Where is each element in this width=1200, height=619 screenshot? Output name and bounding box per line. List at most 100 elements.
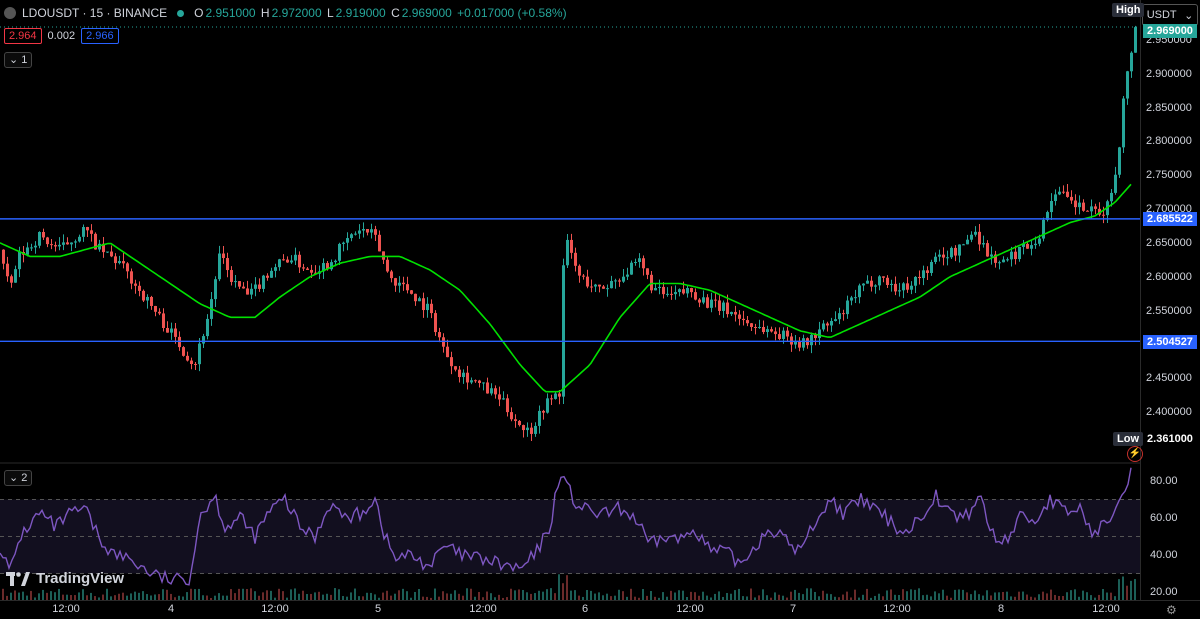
candle-body [306, 268, 309, 270]
symbol-title[interactable]: LDOUSDT · 15 · BINANCE [22, 6, 168, 20]
candle-body [942, 254, 945, 258]
sell-price-button[interactable]: 2.964 [4, 28, 42, 44]
candle-body [782, 330, 785, 339]
candle-body [350, 234, 353, 239]
candle-body [430, 303, 433, 314]
volume-bar [986, 590, 988, 600]
candle-body [482, 382, 485, 384]
volume-bar [698, 595, 700, 600]
candle-body [330, 262, 333, 270]
candle-body [854, 297, 857, 299]
pane-toggle-rsi[interactable]: ⌄ 2 [4, 470, 33, 486]
candle-body [1110, 192, 1113, 202]
candle-body [370, 229, 373, 233]
volume-bar [350, 592, 352, 600]
volume-bar [414, 591, 416, 600]
volume-bar [558, 574, 560, 600]
currency-selector[interactable]: USDT ⌄ [1142, 4, 1198, 26]
lightning-icon[interactable]: ⚡ [1127, 446, 1143, 462]
volume-bar [178, 595, 180, 600]
time-tick: 4 [167, 603, 175, 615]
candle-body [406, 284, 409, 291]
buy-price-button[interactable]: 2.966 [81, 28, 119, 44]
candle-body [578, 265, 581, 276]
candle-body [1134, 27, 1137, 53]
rsi-tick: 80.00 [1150, 475, 1178, 487]
volume-bar [822, 590, 824, 600]
volume-bar [866, 588, 868, 600]
candle-body [682, 289, 685, 294]
candle-body [238, 281, 241, 287]
volume-bar [938, 593, 940, 600]
candle-body [142, 290, 145, 301]
candle-body [586, 276, 589, 287]
volume-bar [150, 595, 152, 600]
candle-body [478, 380, 481, 383]
candle-body [354, 233, 357, 235]
volume-bar [282, 591, 284, 600]
candle-body [386, 259, 389, 272]
volume-bar [1038, 594, 1040, 600]
candle-body [518, 420, 521, 426]
candle-body [322, 263, 325, 272]
time-axis[interactable] [0, 600, 1200, 619]
candle-body [1018, 246, 1021, 260]
moving-average-line [0, 183, 1132, 393]
volume-bar [522, 589, 524, 600]
volume-bar [598, 592, 600, 600]
volume-bar [118, 593, 120, 600]
candle-body [1118, 147, 1121, 175]
volume-bar [386, 590, 388, 600]
candle-body [1102, 214, 1105, 216]
volume-bar [1074, 589, 1076, 600]
volume-bar [566, 575, 568, 600]
price-axis[interactable] [1140, 0, 1200, 600]
candle-body [390, 271, 393, 279]
volume-bar [610, 596, 612, 600]
candle-body [98, 243, 101, 250]
volume-bar [6, 595, 8, 600]
volume-bar [642, 589, 644, 600]
volume-bar [526, 592, 528, 600]
pane-toggle-main[interactable]: ⌄ 1 [4, 52, 33, 68]
candle-body [534, 425, 537, 434]
volume-bar [1118, 579, 1120, 600]
volume-bar [222, 595, 224, 600]
candle-body [342, 242, 345, 244]
volume-bar [950, 597, 952, 600]
candle-body [798, 340, 801, 348]
volume-bar [470, 588, 472, 600]
candle-body [226, 258, 229, 271]
volume-bar [534, 593, 536, 600]
volume-bar [858, 597, 860, 600]
volume-bar [870, 597, 872, 600]
volume-bar [206, 595, 208, 600]
volume-bar [758, 595, 760, 600]
candle-body [514, 419, 517, 421]
candle-body [698, 299, 701, 303]
candle-body [310, 269, 313, 273]
price-chart[interactable] [0, 0, 1140, 600]
candle-body [102, 243, 105, 253]
volume-bar [846, 591, 848, 600]
volume-bar [390, 595, 392, 600]
volume-bar [1066, 592, 1068, 600]
symbol-legend[interactable]: LDOUSDT · 15 · BINANCE O 2.951000 H 2.9720… [4, 6, 569, 20]
market-open-icon [177, 9, 185, 17]
candle-body [230, 270, 233, 282]
volume-bar [966, 592, 968, 600]
volume-bar [854, 589, 856, 600]
volume-bar [654, 596, 656, 600]
candle-body [70, 242, 73, 245]
volume-bar [1050, 589, 1052, 600]
candle-body [470, 380, 473, 383]
candle-body [110, 251, 113, 257]
volume-bar [90, 592, 92, 600]
volume-bar [394, 593, 396, 600]
candle-body [502, 398, 505, 400]
candle-body [1098, 208, 1101, 215]
candle-body [198, 343, 201, 365]
volume-bar [238, 588, 240, 600]
settings-gear-icon[interactable]: ⚙ [1166, 603, 1177, 617]
volume-bar [586, 589, 588, 600]
